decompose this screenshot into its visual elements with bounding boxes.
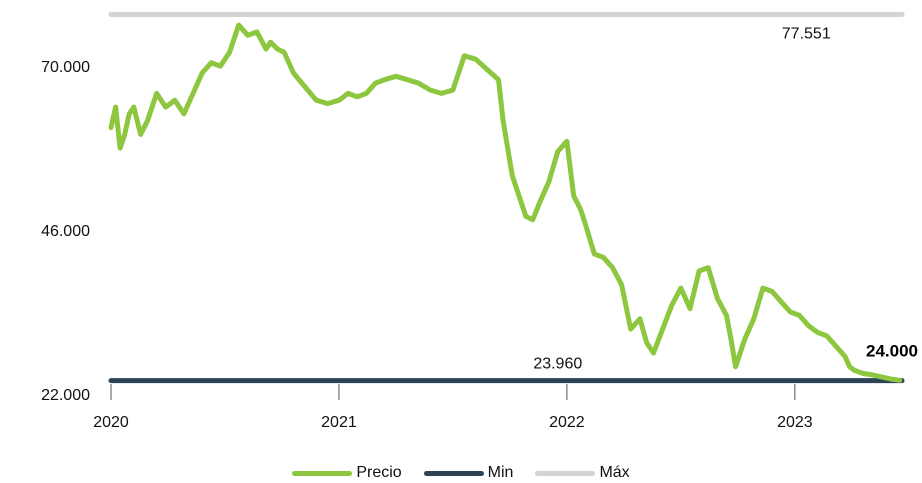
legend-label: Máx xyxy=(599,464,630,481)
legend-item: Precio xyxy=(292,464,402,482)
series-line-precio xyxy=(108,22,903,383)
legend-swatch xyxy=(292,470,353,476)
last-value-label: 24.000 xyxy=(866,341,918,360)
plot-lines xyxy=(108,12,905,384)
axis-layer: 22.000 46.000 70.000 2020 2021 2022 2023 xyxy=(41,59,813,431)
legend-swatch xyxy=(423,470,484,476)
legend-item: Máx xyxy=(535,464,630,482)
y-tick-label: 46.000 xyxy=(41,223,90,240)
legend-label: Precio xyxy=(356,464,402,481)
x-tick-label: 2022 xyxy=(549,414,585,431)
y-tick-label: 70.000 xyxy=(41,59,90,76)
x-tick-label: 2023 xyxy=(777,414,813,431)
reference-value-label: 77.551 xyxy=(782,25,831,42)
y-tick-label: 22.000 xyxy=(41,387,90,404)
x-tick-label: 2021 xyxy=(321,414,357,431)
annotation-layer: 77.551 23.960 24.000 xyxy=(533,25,918,372)
x-tick-label: 2020 xyxy=(93,414,129,431)
legend-label: Min xyxy=(487,464,514,481)
reference-value-label: 23.960 xyxy=(533,356,582,373)
chart-legend: Precio Min Máx xyxy=(0,463,922,483)
legend-item: Min xyxy=(423,464,514,482)
legend-swatch xyxy=(535,470,596,476)
